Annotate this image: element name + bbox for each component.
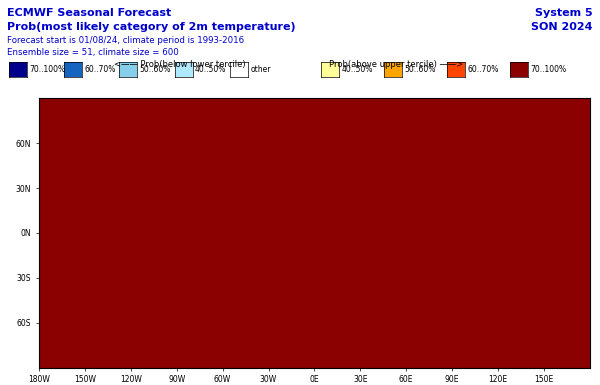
Text: System 5: System 5 bbox=[535, 8, 593, 18]
Text: 40..50%: 40..50% bbox=[341, 65, 373, 74]
Text: ECMWF Seasonal Forecast: ECMWF Seasonal Forecast bbox=[7, 8, 172, 18]
Text: other: other bbox=[250, 65, 271, 74]
Text: 60..70%: 60..70% bbox=[467, 65, 499, 74]
Text: 40..50%: 40..50% bbox=[195, 65, 226, 74]
Text: 60..70%: 60..70% bbox=[85, 65, 116, 74]
Text: 50..60%: 50..60% bbox=[140, 65, 171, 74]
Text: 70..100%: 70..100% bbox=[530, 65, 566, 74]
Text: Forecast start is 01/08/24, climate period is 1993-2016: Forecast start is 01/08/24, climate peri… bbox=[7, 36, 244, 45]
Text: SON 2024: SON 2024 bbox=[532, 22, 593, 32]
Text: Prob(above upper tercile) ——>: Prob(above upper tercile) ——> bbox=[329, 60, 463, 69]
Text: Ensemble size = 51, climate size = 600: Ensemble size = 51, climate size = 600 bbox=[7, 48, 179, 57]
Text: <—— Prob(below lower tercile): <—— Prob(below lower tercile) bbox=[114, 60, 246, 69]
Text: 70..100%: 70..100% bbox=[29, 65, 65, 74]
Text: Prob(most likely category of 2m temperature): Prob(most likely category of 2m temperat… bbox=[7, 22, 296, 32]
Text: 50..60%: 50..60% bbox=[404, 65, 436, 74]
